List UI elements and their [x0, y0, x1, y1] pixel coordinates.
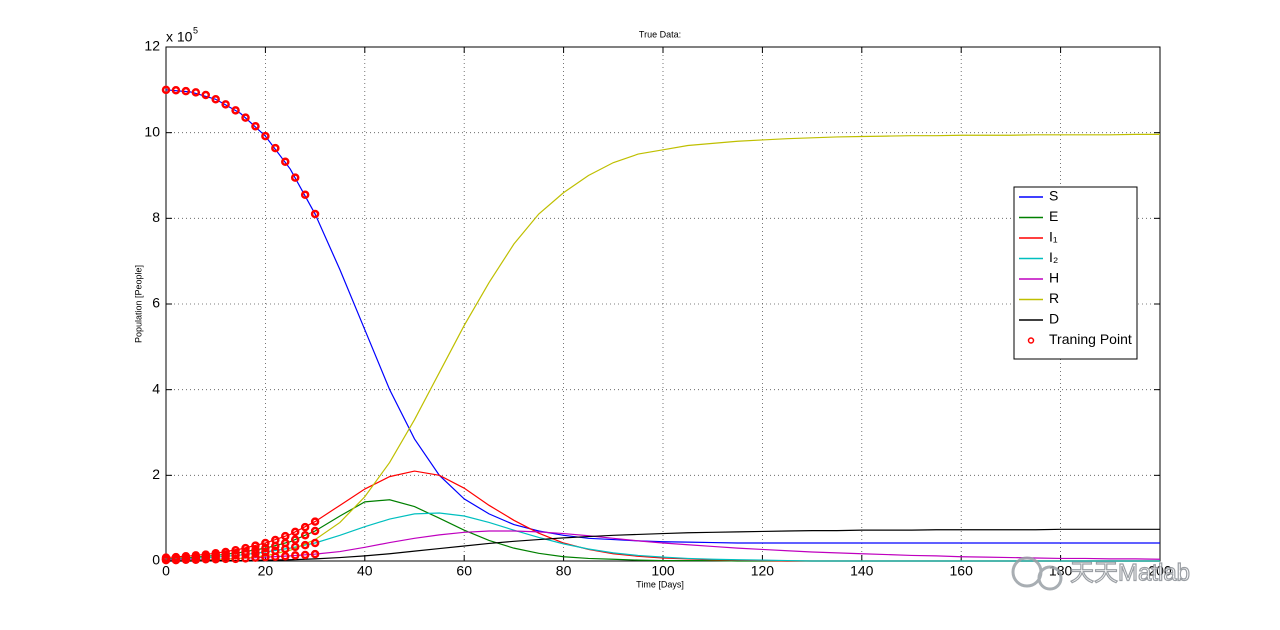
- training-point: [281, 157, 290, 167]
- training-point: [201, 555, 211, 564]
- training-point: [161, 85, 171, 95]
- legend-box: [1013, 186, 1138, 360]
- training-point: [271, 552, 280, 561]
- legend-label: R: [1049, 290, 1059, 306]
- training-point: [310, 209, 320, 219]
- training-point: [251, 553, 260, 562]
- y-multiplier-base: x 10: [166, 29, 193, 45]
- training-point: [290, 551, 300, 560]
- x-tick-label: 120: [751, 563, 775, 579]
- training-point: [171, 555, 181, 565]
- training-point: [310, 538, 320, 548]
- y-tick-label: 8: [152, 209, 160, 225]
- y-tick-label: 4: [152, 380, 160, 396]
- legend-label: I₂: [1049, 249, 1058, 265]
- training-point: [290, 173, 300, 182]
- training-point: [310, 526, 320, 536]
- training-point: [221, 554, 230, 564]
- x-tick-label: 100: [651, 563, 675, 579]
- training-point: [251, 541, 260, 550]
- x-tick-label: 160: [950, 563, 974, 579]
- training-point: [251, 121, 260, 131]
- legend-label: S: [1049, 188, 1058, 204]
- x-tick-label: 20: [258, 563, 274, 579]
- x-tick-label: 60: [456, 563, 472, 579]
- training-point: [271, 541, 280, 551]
- training-point: [300, 522, 310, 532]
- y-tick-label: 6: [152, 295, 160, 311]
- training-point: [300, 190, 310, 200]
- training-point: [251, 545, 260, 555]
- training-point: [201, 90, 211, 100]
- y-axis-label: Population [People]: [133, 265, 143, 343]
- training-point: [211, 555, 220, 564]
- training-point: [251, 549, 260, 558]
- training-point: [261, 552, 270, 562]
- x-tick-label: 80: [556, 563, 572, 579]
- legend-label: Traning Point: [1049, 331, 1132, 347]
- training-point: [310, 549, 320, 559]
- line-series: [165, 512, 1160, 562]
- training-point: [290, 527, 300, 537]
- legend-label: D: [1049, 311, 1059, 327]
- training-point: [191, 88, 201, 97]
- training-point: [300, 550, 310, 560]
- training-point: [191, 555, 201, 564]
- training-point: [181, 86, 191, 96]
- training-point: [290, 542, 300, 552]
- training-point: [241, 554, 250, 563]
- y-tick-label: 10: [144, 123, 160, 139]
- training-point: [181, 555, 191, 564]
- training-point: [310, 517, 320, 526]
- watermark-icon: [1037, 565, 1063, 591]
- training-point: [290, 535, 300, 544]
- training-point: [261, 543, 270, 553]
- line-series: [165, 89, 1160, 544]
- training-point: [161, 555, 171, 565]
- watermark-text: 天天Matlab: [1070, 559, 1190, 586]
- y-tick-label: 12: [144, 38, 160, 54]
- legend-label: I₁: [1049, 229, 1058, 245]
- x-tick-label: 0: [162, 563, 170, 579]
- training-point: [211, 95, 220, 104]
- training-point: [281, 552, 290, 561]
- legend-label: E: [1049, 208, 1058, 224]
- line-series: [166, 528, 1160, 562]
- training-point: [300, 540, 310, 550]
- y-multiplier-exponent: 5: [193, 25, 198, 35]
- x-tick-label: 200: [1148, 563, 1172, 579]
- y-tick-label: 0: [152, 552, 160, 568]
- x-tick-label: 140: [850, 563, 874, 579]
- y-tick-label: 2: [152, 466, 160, 482]
- legend: SE I₁ I₂ HRD Traning Point: [1013, 186, 1138, 360]
- training-point: [300, 531, 310, 540]
- legend-swatch: [1027, 337, 1035, 344]
- training-point: [261, 131, 270, 141]
- line-series: [165, 133, 1160, 562]
- x-axis-label: Time [Days]: [636, 579, 684, 589]
- chart-title: True Data:: [639, 29, 681, 39]
- training-point: [221, 100, 230, 109]
- watermark: 天天Matlab: [1011, 556, 1191, 591]
- training-point: [241, 549, 250, 559]
- training-point: [231, 554, 240, 564]
- line-series: [165, 530, 1161, 561]
- training-point: [271, 143, 280, 153]
- training-point: [241, 113, 250, 122]
- training-point: [281, 544, 290, 554]
- x-tick-label: 40: [357, 563, 373, 579]
- legend-label: H: [1049, 270, 1059, 286]
- training-point: [231, 106, 240, 115]
- training-point: [171, 86, 181, 95]
- training-point: [231, 551, 240, 560]
